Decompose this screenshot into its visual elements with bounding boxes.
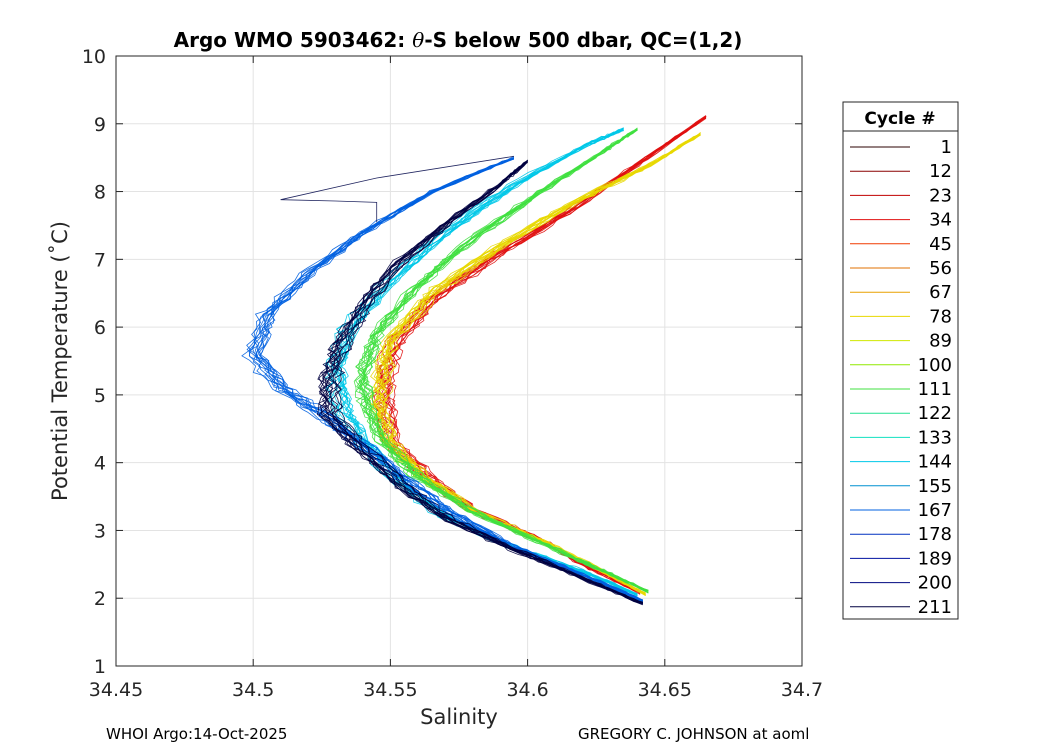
legend-label: 133 (918, 427, 952, 448)
y-tick-label: 5 (94, 385, 106, 407)
legend-label: 111 (918, 379, 952, 400)
x-axis-label: Salinity (420, 705, 498, 729)
legend-label: 200 (918, 573, 952, 594)
plot-frame (115, 55, 803, 667)
x-tick-label: 34.6 (506, 679, 548, 701)
y-axis-label: Potential Temperature (˚C) (48, 221, 72, 501)
profile-line (280, 155, 514, 223)
legend-entries: 1 12 23 34 45 56 67 78 89 100 111 122 133 144 155 167 17… (850, 137, 952, 618)
profile-line (358, 129, 649, 591)
profile-line (321, 162, 643, 604)
legend: Cycle # 1 12 23 34 45 56 67 78 89 100 111 122 133 144… (842, 101, 959, 620)
legend-label: 56 (929, 258, 952, 279)
x-tick-label: 34.45 (89, 679, 143, 701)
x-tick-label: 34.65 (638, 679, 692, 701)
legend-label: 100 (918, 355, 952, 376)
profile-line (332, 161, 643, 605)
legend-label: 12 (929, 161, 952, 182)
profile-line (318, 160, 643, 603)
profile-line (359, 128, 649, 594)
footer-author: GREGORY C. JOHNSON at aoml (578, 725, 810, 743)
legend-label: 211 (918, 597, 952, 618)
y-tick-label: 9 (94, 114, 106, 136)
legend-label: 144 (918, 452, 952, 473)
profile-line (331, 160, 643, 604)
legend-label: 78 (929, 306, 952, 327)
y-tick-label: 7 (94, 249, 106, 271)
legend-label: 67 (929, 282, 952, 303)
y-tick-label: 1 (94, 656, 106, 678)
legend-label: 45 (929, 234, 952, 255)
legend-label: 23 (929, 185, 952, 206)
data-series (241, 115, 707, 606)
profile-line (252, 155, 643, 603)
y-tick-label: 8 (94, 182, 106, 204)
y-tick-label: 4 (94, 453, 106, 475)
legend-label: 122 (918, 403, 952, 424)
legend-box (842, 101, 959, 620)
profile-line (254, 158, 643, 602)
y-tick-label: 10 (82, 46, 106, 68)
chart-title: Argo WMO 5903462: θ-S below 500 dbar, QC… (174, 28, 743, 52)
profile-line (316, 161, 643, 603)
x-tick-label: 34.55 (363, 679, 417, 701)
y-tick-label: 2 (94, 588, 106, 610)
title-prefix: Argo WMO 5903462: (174, 28, 413, 52)
legend-label: 189 (918, 548, 952, 569)
legend-title: Cycle # (864, 109, 935, 129)
y-tick-label: 6 (94, 317, 106, 339)
footer-credit-date: WHOI Argo:14-Oct-2025 (106, 725, 288, 743)
title-suffix: -S below 500 dbar, QC=(1,2) (424, 28, 742, 52)
legend-label: 1 (941, 137, 952, 158)
legend-label: 34 (929, 210, 952, 231)
x-tick-label: 34.7 (781, 679, 823, 701)
profile-line (355, 129, 649, 592)
axis-ticks: 34.45 34.5 34.55 34.6 34.65 34.7 1 2 3 4 5 6 7 8 9 10 (82, 46, 823, 701)
legend-label: 178 (918, 524, 952, 545)
profile-line (376, 132, 701, 595)
legend-label: 89 (929, 331, 952, 352)
legend-label: 155 (918, 476, 952, 497)
plot-area (116, 56, 802, 666)
legend-label: 167 (918, 500, 952, 521)
title-theta: θ (412, 28, 424, 52)
x-tick-label: 34.5 (232, 679, 274, 701)
y-tick-label: 3 (94, 520, 106, 542)
